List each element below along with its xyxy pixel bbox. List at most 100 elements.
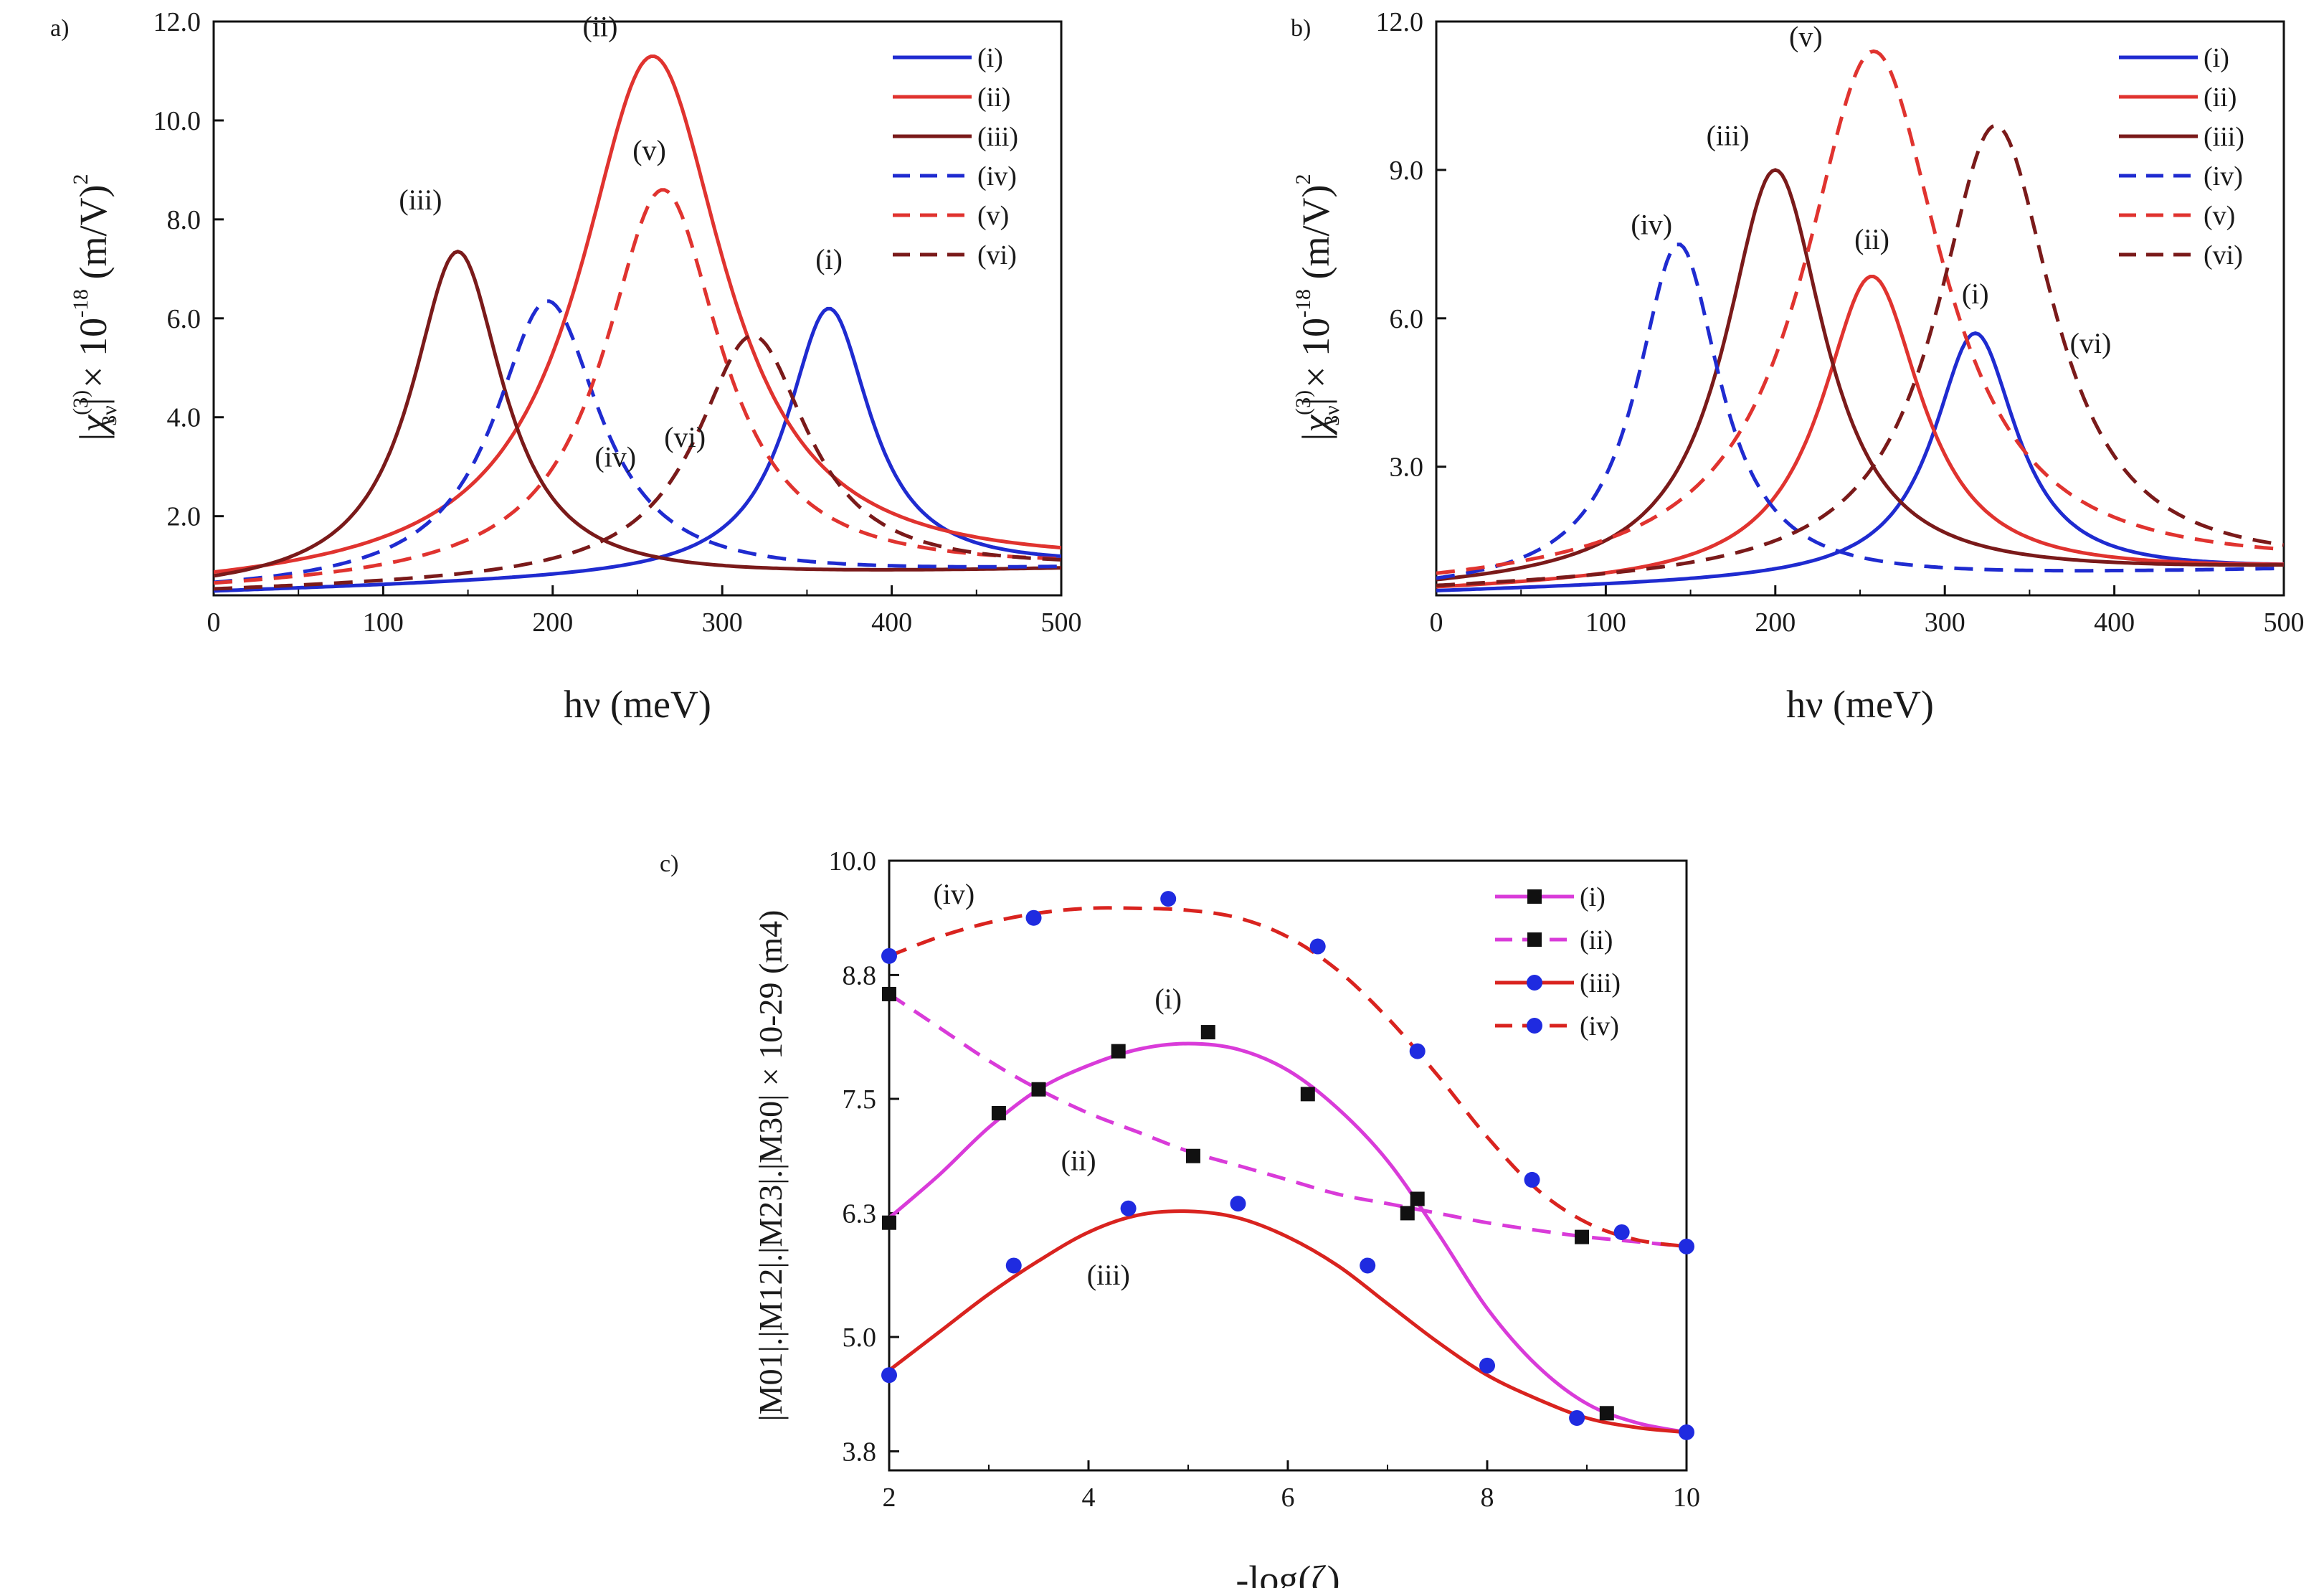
legend-label: (ii) [977,82,1010,113]
series-annotation: (i) [1154,983,1182,1015]
series-annotation: (iv) [594,441,636,473]
legend-label: (v) [2204,201,2235,231]
data-point-circle [1479,1357,1495,1374]
series-annotation: (ii) [1061,1145,1096,1177]
series-line-3 [889,906,1687,1249]
series-line-4 [214,188,1061,585]
x-tick-label: 6 [1281,1483,1295,1513]
plot-area [1436,49,2284,592]
data-point-circle [1360,1257,1376,1274]
x-tick-label: 200 [532,608,573,638]
legend-label: (i) [2204,43,2229,73]
legend-label: (vi) [977,240,1017,270]
series-line-5 [1436,123,2284,587]
legend-label: (iv) [977,161,1017,192]
data-point-square [882,1215,896,1230]
y-tick-label: 2.0 [167,502,201,532]
series-line-1 [889,992,1687,1249]
data-point-circle [1025,909,1042,926]
series-annotation: (vi) [664,421,706,453]
y-tick-label: 6.0 [167,304,201,334]
data-point-square [1111,1044,1126,1059]
data-point-circle [1005,1257,1022,1274]
legend-label: (iii) [1580,968,1621,998]
y-tick-label: 10.0 [153,106,201,136]
label-part: |χ [72,415,115,443]
legend-label: (iv) [1580,1011,1619,1041]
series-annotation: (vi) [2070,327,2112,359]
series-line-0 [889,1041,1687,1435]
y-axis-label: |M01|.|M12|.|M23|.|M30| × 10-29 (m4) [752,910,789,1422]
legend-marker-square [1527,889,1542,904]
legend: (i) (ii) (iii) (iv) (v) (vi) [2119,43,2244,270]
chart-panel-1: b) 0 100 200 300 400 500 3.0 6.0 9.0 12.0 hν (meV) |… [1291,7,2305,726]
legend-label: (iii) [977,122,1018,152]
x-tick-label: 8 [1481,1483,1494,1513]
data-point-circle [881,1367,897,1384]
legend-label: (v) [977,201,1009,231]
x-tick-label: 400 [2094,608,2135,638]
x-tick-label: 100 [1585,608,1626,638]
x-axis-label: hν (meV) [564,683,711,726]
data-point-square [1400,1206,1415,1221]
y-tick-label: 6.0 [1390,304,1424,334]
series-annotation: (i) [815,243,843,275]
y-tick-label: 4.0 [167,403,201,433]
x-tick-label: 10 [1673,1483,1700,1513]
label-part: (3) [69,390,93,415]
series-line-3 [1436,242,2284,580]
data-point-square [1599,1406,1614,1421]
x-tick-label: 200 [1755,608,1796,638]
series-line-1 [214,55,1061,575]
series-annotation: (iv) [1631,209,1672,241]
y-axis-label: |χ(3)3ν| × 10-18 (m/V)2 [69,174,121,443]
label-part: |χ [1294,415,1337,443]
y-tick-label: 5.0 [843,1323,877,1353]
x-tick-label: 0 [207,608,221,638]
label-part: (m/V) [72,185,115,289]
plot-area [889,906,1687,1435]
series-line-2 [1436,168,2284,582]
axes-frame [1435,20,2285,597]
data-point-square [991,1105,1006,1120]
label-part: 3ν [98,405,121,426]
series-line-0 [214,306,1061,593]
x-tick-label: 4 [1082,1483,1096,1513]
x-tick-label: 100 [363,608,404,638]
series-line-3 [214,299,1061,585]
chart-panel-0: a) 0 100 200 300 400 500 2.0 4.0 6.0 8.0 10.0 12.0 hν… [50,7,1082,726]
data-point-circle [881,947,897,964]
y-axis-label: |χ(3)3ν| × 10-18 (m/V)2 [1291,174,1344,443]
series-line-5 [214,334,1061,591]
label-part: | × 10 [72,318,115,405]
plot-area [214,55,1061,593]
series-line-4 [1436,49,2284,575]
series-line-2 [214,250,1061,578]
x-tick-label: 0 [1430,608,1443,638]
y-tick-label: 12.0 [1376,7,1424,37]
x-axis-label: -log(ζ) [1235,1558,1339,1588]
y-tick-label: 10.0 [829,846,877,876]
series-annotation: (iii) [399,184,442,216]
y-tick-label: 12.0 [153,7,201,37]
legend-label: (iv) [2204,161,2243,192]
label-part: (3) [1291,390,1315,415]
data-point-circle [1120,1200,1137,1216]
x-tick-label: 300 [702,608,743,638]
data-point-square [882,986,896,1001]
data-point-circle [1613,1224,1630,1240]
data-point-square [1410,1191,1425,1206]
series-line-1 [1436,275,2284,589]
legend: (i) (ii) (iii) (iv) [1495,882,1621,1041]
y-tick-label: 8.8 [843,960,877,991]
data-point-circle [1409,1043,1426,1059]
label-part: -18 [1291,289,1315,318]
y-tick-label: 3.0 [1390,453,1424,483]
x-tick-label: 2 [883,1483,896,1513]
x-tick-label: 500 [1041,608,1082,638]
data-point-circle [1679,1424,1694,1440]
y-tick-label: 9.0 [1390,156,1424,186]
data-point-square [1300,1087,1315,1102]
data-point-circle [1679,1238,1694,1254]
